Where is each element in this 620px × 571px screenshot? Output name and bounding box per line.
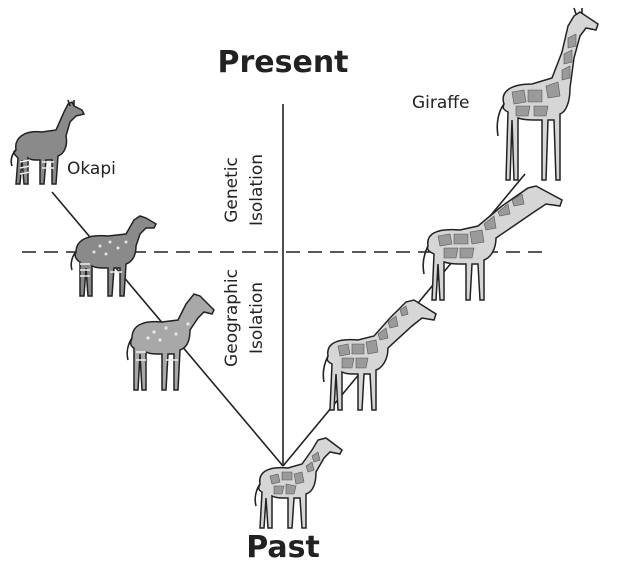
okapi-illustration — [10, 99, 86, 185]
past-title: Past — [246, 530, 320, 565]
okapi-ancestor-upper-illustration — [70, 215, 157, 297]
genetic-label-line1: Genetic — [222, 157, 242, 223]
giraffe-ancestor-lower-illustration — [322, 299, 437, 411]
geographic-label-line2: Isolation — [247, 282, 267, 354]
common-ancestor-illustration — [254, 437, 343, 529]
giraffe-ancestor-upper-illustration — [422, 185, 563, 301]
okapi-ancestor-lower-illustration — [126, 293, 215, 391]
present-title: Present — [217, 45, 348, 80]
giraffe-illustration — [496, 7, 599, 181]
geographic-label-line1: Geographic — [222, 269, 242, 367]
genetic-label-line2: Isolation — [247, 154, 267, 226]
okapi-label: Okapi — [67, 159, 116, 179]
giraffe-label: Giraffe — [412, 93, 469, 113]
